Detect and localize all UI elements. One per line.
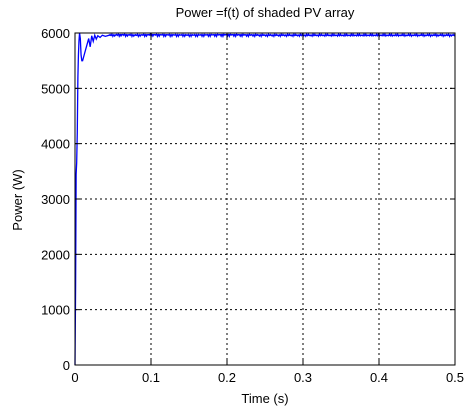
x-tick-label: 0 (71, 370, 78, 385)
x-tick-label: 0.2 (218, 370, 236, 385)
x-tick-label: 0.3 (294, 370, 312, 385)
grid-lines (75, 33, 455, 365)
y-tick-label: 4000 (41, 137, 70, 152)
x-tick-label: 0.4 (370, 370, 388, 385)
chart-title: Power =f(t) of shaded PV array (176, 5, 355, 20)
y-tick-label: 1000 (41, 303, 70, 318)
y-tick-label: 0 (63, 358, 70, 373)
x-tick-label: 0.1 (142, 370, 160, 385)
axis-ticks: 0 0.1 0.2 0.3 0.4 0.5 0 1000 2000 3000 4000 5000 600… (41, 26, 464, 385)
y-tick-label: 5000 (41, 81, 70, 96)
series-layer (74, 32, 456, 366)
y-axis-label: Power (W) (10, 169, 25, 230)
x-axis-label: Time (s) (241, 391, 288, 406)
x-tick-label: 0.5 (446, 370, 464, 385)
y-tick-label: 6000 (41, 26, 70, 41)
y-tick-label: 2000 (41, 247, 70, 262)
y-tick-label: 3000 (41, 192, 70, 207)
power-series-ripple (108, 32, 456, 39)
